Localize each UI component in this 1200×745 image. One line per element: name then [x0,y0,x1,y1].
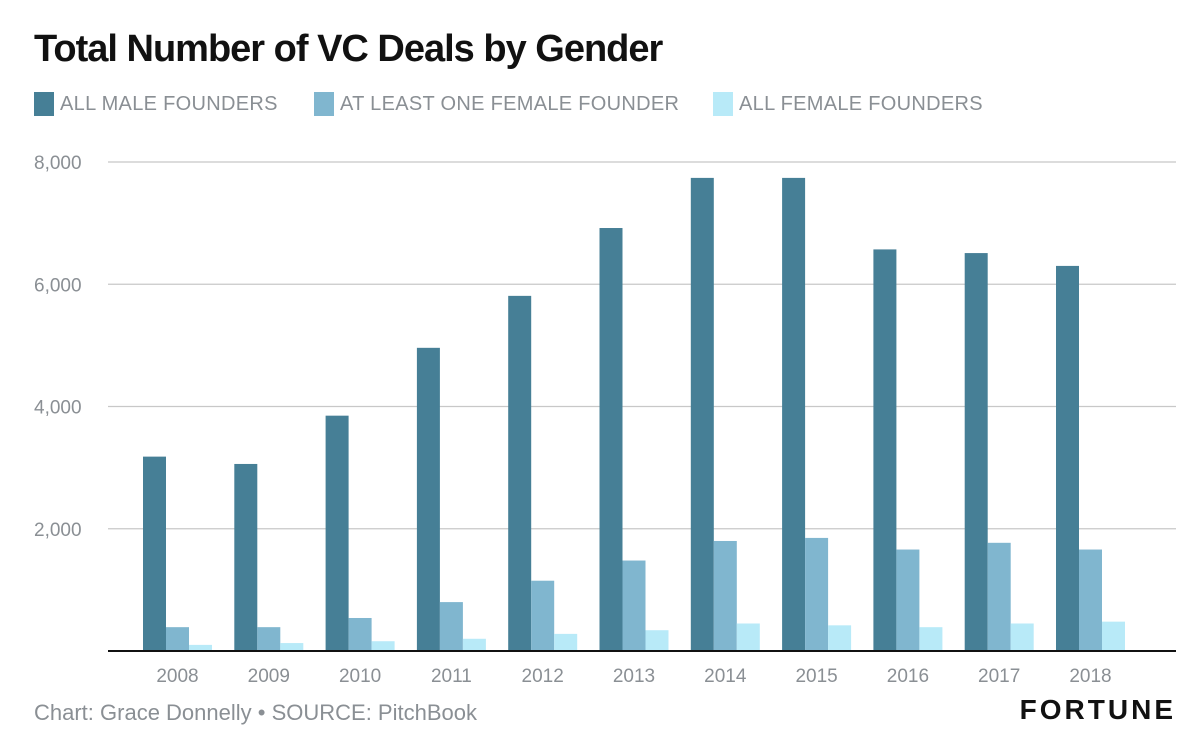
bar-all-female-2008 [189,644,212,651]
bar-at-least-one-female-2010 [348,617,372,651]
bar-all-male-2010 [325,415,349,651]
bar-at-least-one-female-2016 [896,549,920,651]
bar-all-female-2014 [736,623,760,651]
bar-all-male-2009 [234,463,258,651]
x-tick-label-2011: 2011 [431,666,472,687]
bar-all-female-2012 [554,633,578,651]
bar-at-least-one-female-2009 [257,627,281,651]
x-tick-label-2009: 2009 [248,666,290,687]
x-tick-label-2008: 2008 [156,666,198,687]
x-tick-label-2015: 2015 [795,666,837,687]
bar-all-male-2012 [508,295,532,651]
legend-swatch-all-male [34,92,54,116]
x-tick-label-2013: 2013 [613,666,655,687]
legend-label-all-male: ALL MALE FOUNDERS [60,92,278,115]
legend-swatch-all-female [713,92,733,116]
bars [143,177,1125,652]
bar-all-female-2018 [1102,621,1125,651]
x-tick-label-2012: 2012 [522,666,564,687]
chart-title: Total Number of VC Deals by Gender [34,28,663,70]
legend-item-all-male: ALL MALE FOUNDERS [34,92,278,116]
bar-all-male-2013 [599,228,623,651]
gridlines [108,161,1176,530]
legend-item-at-least-one-female: AT LEAST ONE FEMALE FOUNDER [314,92,679,116]
y-tick-label: 2,000 [34,520,82,541]
bar-all-female-2016 [919,627,943,651]
bar-all-male-2015 [782,177,806,651]
y-tick-label: 6,000 [34,275,82,296]
x-tick-label-2010: 2010 [339,666,381,687]
x-tick-label-2016: 2016 [887,666,929,687]
bar-all-male-2011 [416,347,440,651]
bar-at-least-one-female-2013 [622,560,646,651]
legend-swatch-at-least-one-female [314,92,334,116]
bar-at-least-one-female-2012 [531,580,555,651]
bar-all-female-2010 [371,641,395,651]
bar-at-least-one-female-2008 [166,627,189,651]
bar-all-female-2015 [828,625,852,651]
chart-credit: Chart: Grace Donnelly • SOURCE: PitchBoo… [34,700,477,725]
bar-at-least-one-female-2014 [713,540,737,651]
bar-all-male-2008 [143,456,166,651]
legend-label-all-female: ALL FEMALE FOUNDERS [739,92,983,115]
bar-at-least-one-female-2017 [987,542,1011,651]
bar-all-female-2017 [1010,623,1034,651]
bar-at-least-one-female-2011 [439,602,463,651]
legend: ALL MALE FOUNDERS AT LEAST ONE FEMALE FO… [34,92,1184,122]
legend-item-all-female: ALL FEMALE FOUNDERS [713,92,983,116]
bar-all-male-2017 [964,253,988,652]
y-tick-label: 8,000 [34,153,82,174]
y-tick-label: 4,000 [34,398,82,419]
x-tick-label-2014: 2014 [704,666,747,687]
bar-all-female-2011 [462,638,486,651]
x-tick-label-2018: 2018 [1069,666,1111,687]
x-axis-ticks: 2008 2009 2010 2011 2012 2013 2014 2015 2016 2017… [156,666,1111,687]
bar-at-least-one-female-2018 [1079,549,1102,651]
bar-all-female-2009 [280,643,304,651]
legend-label-at-least-one-female: AT LEAST ONE FEMALE FOUNDER [340,92,680,115]
bar-all-male-2018 [1056,265,1079,651]
bar-all-male-2016 [873,249,897,651]
y-axis-ticks: 2,000 4,000 6,000 8,000 [34,153,82,541]
bar-all-female-2013 [645,630,669,651]
bar-at-least-one-female-2015 [805,537,829,651]
x-tick-label-2017: 2017 [978,666,1020,687]
fortune-logo: FORTUNE [1019,694,1176,725]
bar-all-male-2014 [690,177,714,651]
